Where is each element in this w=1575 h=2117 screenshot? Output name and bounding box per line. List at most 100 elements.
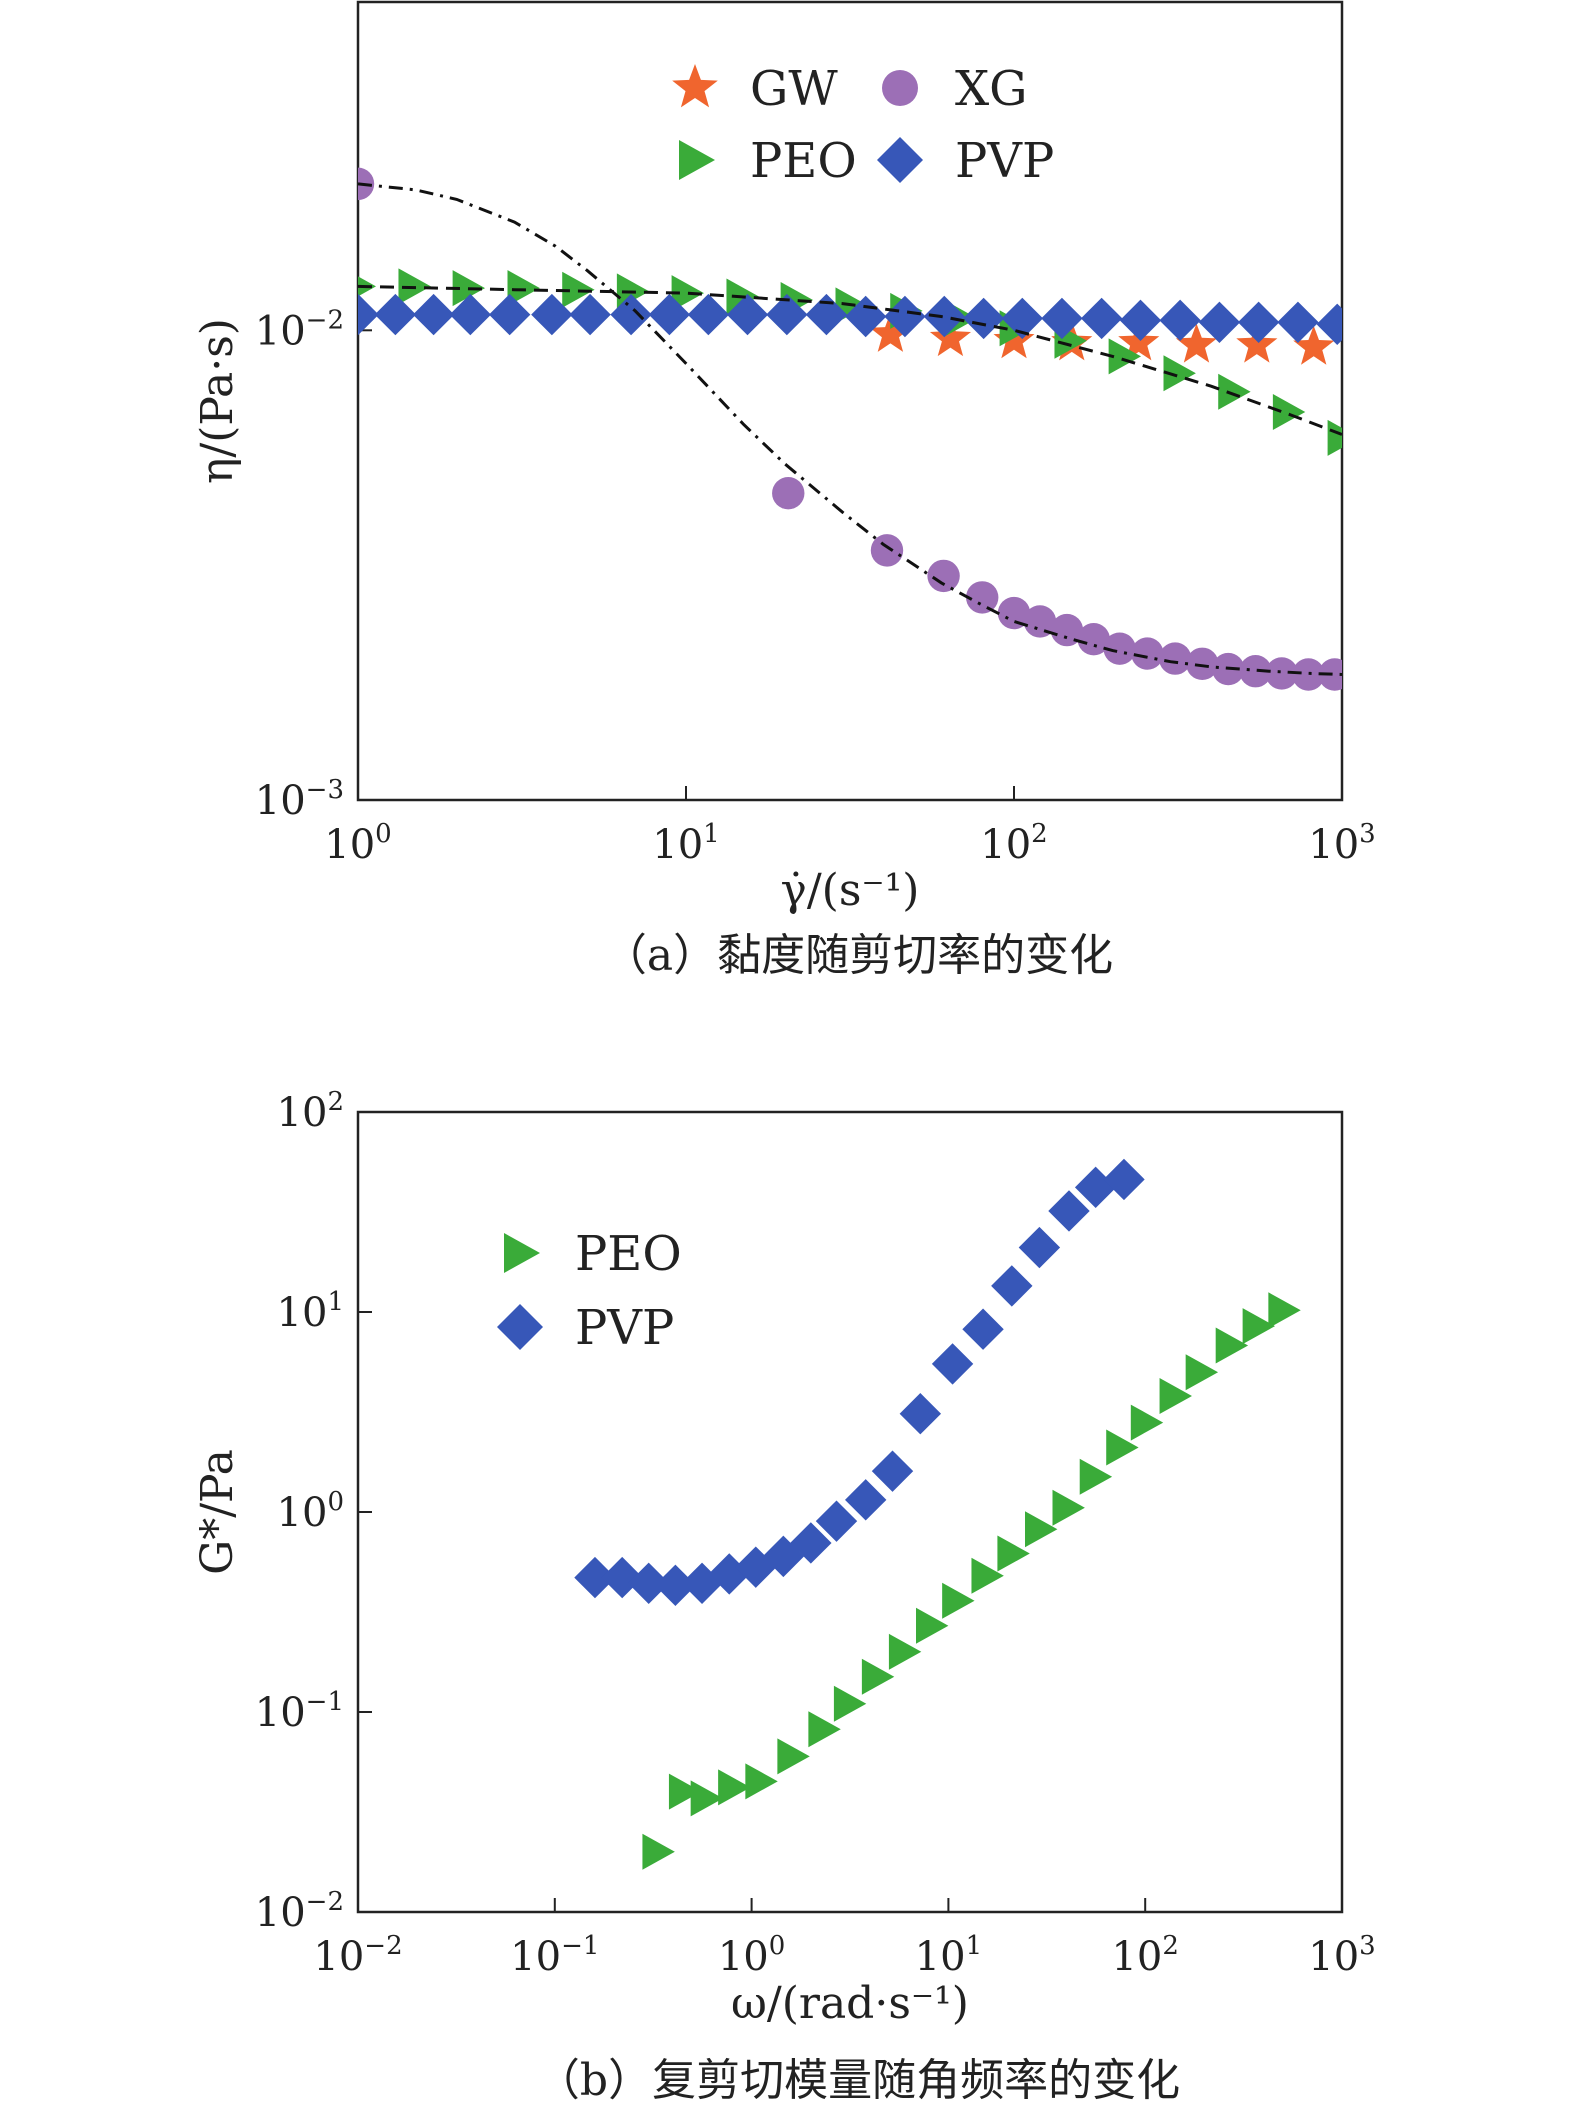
chart-b-point-peo [1268, 1292, 1301, 1329]
chart-a-point-peo [1327, 419, 1342, 456]
chart-b-point-peo [1106, 1429, 1139, 1466]
chart-b-point-peo [718, 1769, 751, 1806]
chart-a-point-pvp [766, 293, 808, 336]
chart-b-x-tick-label: 100 [718, 1931, 785, 1980]
chart-a-point-pvp [805, 293, 848, 336]
chart-a-point-xg [1292, 658, 1325, 691]
chart-a-point-pvp [569, 293, 611, 336]
chart-a-caption: （a）黏度随剪切率的变化 [603, 930, 1113, 981]
chart-a-point-peo [1272, 393, 1306, 430]
chart-a-point-pvp [844, 295, 887, 338]
chart-b-x-axis-label: ω/(rad·s⁻¹) [731, 1978, 969, 2029]
chart-a-point-xg [1077, 622, 1110, 656]
chart-b-point-peo [668, 1773, 702, 1810]
chart-b-legend-marker-pvp [497, 1304, 543, 1350]
chart-b-point-peo [1052, 1489, 1085, 1526]
chart-a-legend-label-peo: PEO [750, 133, 857, 189]
chart-b-point-pvp [991, 1265, 1033, 1307]
chart-b-point-peo [690, 1780, 724, 1817]
chart-a-point-gw [1175, 323, 1217, 363]
chart-a-y-tick-label: 10−3 [255, 775, 344, 824]
chart-b-y-tick-label: 102 [277, 1087, 344, 1136]
chart-b-point-pvp [681, 1562, 723, 1605]
chart-a-x-tick-label: 103 [1308, 819, 1375, 868]
chart-a-point-pvp [687, 293, 730, 336]
chart-b-point-peo [1024, 1511, 1058, 1548]
chart-b-point-peo [808, 1711, 841, 1748]
chart-b-point-peo [1159, 1378, 1192, 1415]
chart-b-point-peo [1185, 1354, 1219, 1391]
chart-a-point-pvp [1001, 297, 1044, 340]
chart-b-point-pvp [962, 1308, 1004, 1350]
chart-a-point-pvp [358, 293, 379, 336]
chart-b-point-pvp [762, 1535, 805, 1578]
chart-a-legend-marker-gw [672, 64, 718, 108]
chart-a-point-xg [1186, 647, 1219, 680]
chart-a-point-xg [1050, 613, 1084, 647]
chart-a-point-xg [997, 596, 1031, 630]
chart-b-point-peo [1079, 1458, 1113, 1495]
chart-b-point-peo [642, 1833, 675, 1870]
chart-a-point-xg [1239, 655, 1272, 688]
chart-b-point-pvp [601, 1556, 643, 1599]
chart-a-point-pvp [488, 293, 531, 336]
chart-a-legend-marker-xg [882, 70, 918, 106]
chart-a-point-xg [1131, 637, 1164, 670]
chart-b-x-tick-label: 10−1 [510, 1931, 599, 1980]
chart-b-point-pvp [627, 1562, 670, 1605]
chart-b-point-pvp [845, 1479, 887, 1521]
chart-a-x-axis-label: γ̇/(s⁻¹) [781, 865, 920, 916]
chart-b-point-peo [915, 1607, 949, 1644]
chart-b-point-peo [861, 1658, 895, 1695]
chart-b-y-tick-label: 10−1 [255, 1687, 344, 1736]
chart-b-point-peo [777, 1738, 810, 1775]
chart-a-point-pvp [374, 293, 417, 336]
chart-b-x-tick-label: 102 [1111, 1931, 1178, 1980]
chart-a-point-pvp [884, 295, 926, 338]
chart-a-legend-marker-peo [679, 140, 715, 180]
chart-a-point-gw [993, 319, 1035, 359]
chart-b-legend-label-pvp: PVP [575, 1300, 674, 1356]
chart-a-point-pvp [610, 293, 652, 336]
chart-a-x-tick-label: 100 [324, 819, 391, 868]
chart-a-point-pvp [1080, 297, 1123, 340]
chart-b-point-peo [833, 1685, 867, 1722]
chart-b-point-pvp [815, 1500, 858, 1542]
chart-b-point-peo [745, 1763, 778, 1800]
chart-a-x-tick-label: 101 [652, 819, 719, 868]
chart-b-x-tick-label: 101 [915, 1931, 982, 1980]
chart-a-point-gw [1236, 323, 1278, 363]
chart-a-point-gw [929, 317, 971, 357]
chart-a-point-pvp [531, 293, 573, 336]
chart-a-point-peo [1108, 338, 1142, 375]
chart-b-point-peo [997, 1535, 1030, 1572]
chart-a-y-axis-label: η/(Pa·s) [192, 318, 243, 484]
chart-a-point-xg [870, 534, 904, 567]
chart-b-point-peo [942, 1582, 975, 1619]
chart-b-point-peo [1130, 1404, 1164, 1441]
chart-b-point-pvp [1048, 1190, 1090, 1232]
chart-b-point-peo [971, 1557, 1004, 1594]
chart-a-legend-label-xg: XG [955, 61, 1028, 117]
chart-a-plot-frame [356, 0, 1344, 802]
chart-a-point-pvp [923, 295, 965, 338]
chart-a-point-pvp [648, 293, 691, 336]
chart-a-point-pvp [1198, 301, 1241, 344]
chart-a-point-gw [869, 312, 911, 352]
chart-b-y-tick-label: 101 [277, 1287, 344, 1336]
chart-b-legend-marker-peo [504, 1233, 540, 1273]
chart-a-point-pvp [1159, 299, 1201, 342]
chart-a-point-pvp [726, 293, 769, 336]
chart-b-y-tick-label: 100 [277, 1487, 344, 1536]
chart-b-point-peo [1215, 1327, 1249, 1364]
chart-a-point-pvp [1119, 299, 1162, 342]
chart-b-point-pvp [931, 1343, 974, 1385]
chart-a-point-peo [1218, 373, 1251, 410]
chart-a-point-xg [772, 476, 805, 510]
chart-a-point-pvp [412, 293, 455, 336]
chart-b-point-pvp [790, 1522, 832, 1564]
chart-a-point-xg [927, 559, 960, 593]
chart-b-point-peo [1242, 1308, 1276, 1345]
chart-b-caption: （b）复剪切模量随角频率的变化 [536, 2055, 1180, 2106]
chart-b-x-tick-label: 10−2 [313, 1931, 402, 1980]
